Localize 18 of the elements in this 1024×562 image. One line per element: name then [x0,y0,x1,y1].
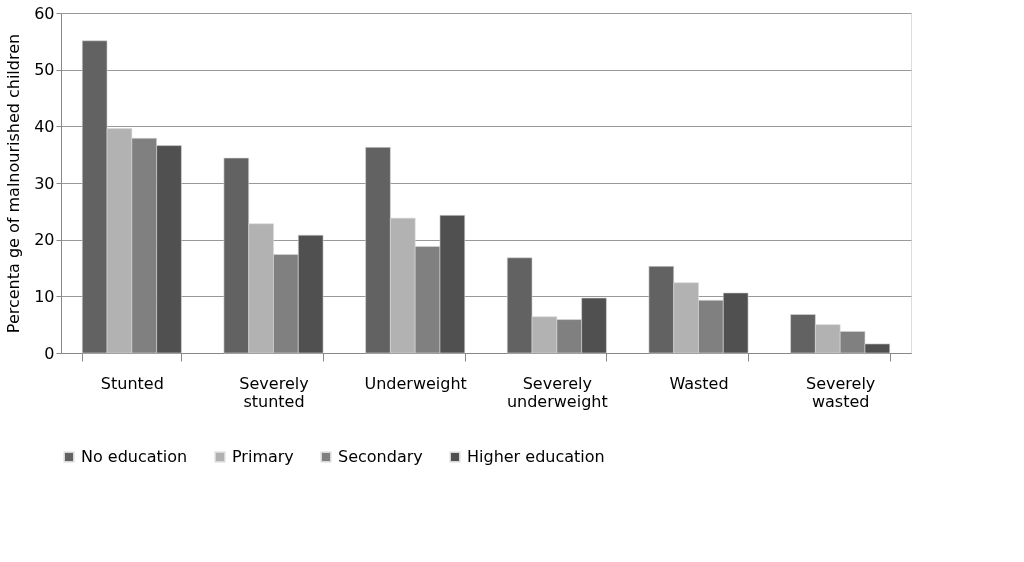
y-tick-label: 20 [34,230,55,250]
y-tick-label: 50 [34,60,55,80]
y-tick-label: 30 [34,173,55,193]
x-tick-label: Severely wasted [806,373,876,411]
y-tick-label: 60 [34,3,55,23]
y-tick-label: 10 [34,286,55,306]
y-tick-label: 40 [34,116,55,136]
x-tick-label: Severely underweight [506,373,608,411]
legend-label: Higher education [467,447,605,466]
legend-label: No education [81,447,188,466]
legend-label: Secondary [338,447,423,466]
x-tick-label: Severely stunted [239,373,309,411]
y-tick-label: 0 [44,343,55,363]
y-axis-title: Percenta ge of malnourished children [4,33,24,334]
x-tick-label: Wasted [669,373,729,393]
legend-label: Primary [232,447,294,466]
x-tick-label: Stunted [100,373,164,393]
x-tick-label: Underweight [364,373,467,393]
